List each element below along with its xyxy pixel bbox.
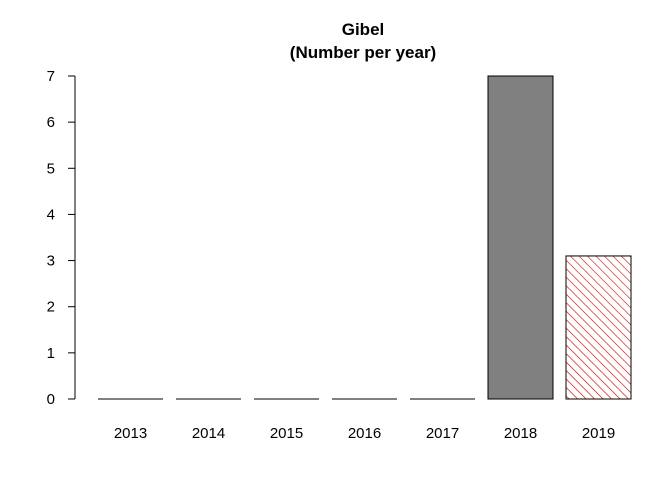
y-tick-label: 2 [47, 299, 55, 316]
x-tick-label-2015: 2015 [270, 425, 303, 442]
y-tick-label: 6 [47, 114, 55, 131]
y-tick-label: 0 [47, 391, 55, 408]
bar-2019 [565, 255, 632, 400]
y-tick-label: 5 [47, 160, 55, 177]
x-axis-labels: 2013 2014 2015 2016 2017 2018 2019 [114, 425, 615, 442]
chart-subtitle: (Number per year) [290, 43, 436, 62]
x-tick-label-2017: 2017 [426, 425, 459, 442]
x-tick-label-2019: 2019 [582, 425, 615, 442]
bars-group [98, 75, 632, 400]
y-tick-label: 4 [47, 206, 55, 223]
y-tick-label: 3 [47, 253, 55, 270]
y-tick-label: 1 [47, 345, 55, 362]
x-tick-label-2018: 2018 [504, 425, 537, 442]
x-tick-label-2013: 2013 [114, 425, 147, 442]
x-tick-label-2014: 2014 [192, 425, 225, 442]
x-tick-label-2016: 2016 [348, 425, 381, 442]
chart-title: Gibel [342, 20, 385, 39]
y-axis: 0 1 2 3 4 5 6 7 [47, 68, 76, 408]
y-tick-label: 7 [47, 68, 55, 85]
bar-2018 [487, 75, 554, 400]
